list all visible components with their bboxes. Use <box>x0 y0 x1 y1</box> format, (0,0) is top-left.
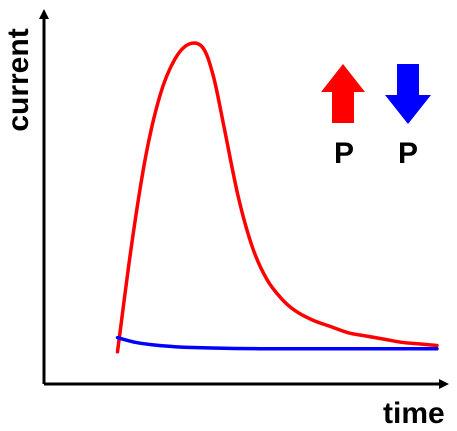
legend-item-red: P <box>321 64 365 170</box>
series-layer <box>115 41 439 354</box>
x-axis-label: time <box>383 397 445 430</box>
blue-down-arrow-icon <box>385 64 431 124</box>
red-up-arrow-icon <box>321 64 365 123</box>
legend-label-blue: P <box>398 137 418 170</box>
series-line-0 <box>115 41 439 354</box>
y-axis-label: current <box>2 28 35 131</box>
legend-label-red: P <box>334 137 354 170</box>
series-line-1 <box>115 335 439 351</box>
legend-item-blue: P <box>385 64 431 170</box>
legend: P P <box>321 64 431 170</box>
